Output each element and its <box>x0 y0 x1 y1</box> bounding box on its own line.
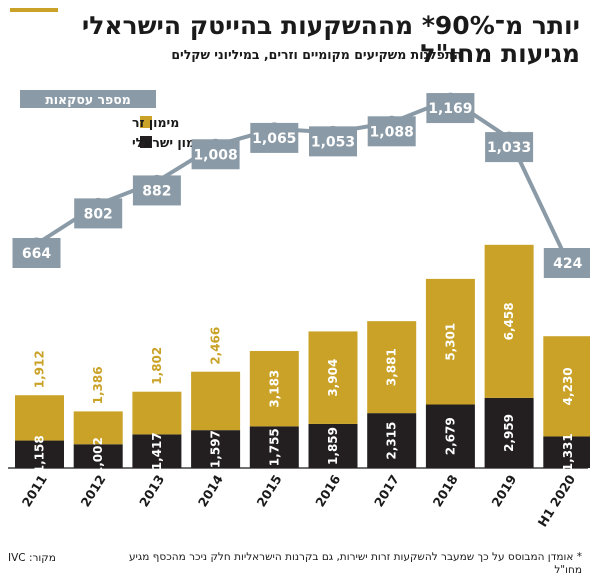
x-tick-2014: 2014 <box>195 472 226 510</box>
x-tick-2012: 2012 <box>77 472 108 509</box>
deals-box-2013 <box>132 175 181 206</box>
label-israeli-H1-2020: 1,331 <box>561 433 575 471</box>
label-foreign-2011: 1,912 <box>33 350 47 388</box>
bar-israeli-H1-2020 <box>543 436 590 468</box>
label-israeli-2018: 2,679 <box>443 417 457 455</box>
chart-title-line1: יותר מ־90%* מההשקעות בהייטק הישראלי <box>81 11 580 40</box>
bar-foreign-2014 <box>191 371 241 431</box>
deals-label-2019: 1,033 <box>487 140 531 156</box>
deals-label-2016: 1,053 <box>311 134 355 150</box>
legend-deals-label: מספר עסקאות <box>45 92 131 107</box>
deals-box-H1-2020 <box>543 248 590 278</box>
deals-box-2016 <box>309 126 357 157</box>
x-tick-2019: 2019 <box>488 472 519 509</box>
label-israeli-2015: 1,755 <box>267 428 281 466</box>
bar-israeli-2018 <box>425 404 475 468</box>
bar-israeli-2014 <box>191 430 241 468</box>
deals-label-2011: 664 <box>22 246 51 262</box>
label-israeli-2011: 1,158 <box>33 435 47 473</box>
bar-foreign-H1-2020 <box>543 336 590 437</box>
label-israeli-2014: 1,597 <box>209 430 223 468</box>
deals-label-H1-2020: 424 <box>553 256 582 272</box>
deals-label-2015: 1,065 <box>252 131 296 147</box>
deals-label-2014: 1,008 <box>193 147 237 163</box>
label-foreign-2012: 1,386 <box>91 366 105 404</box>
title-accent-bar <box>10 8 58 12</box>
label-foreign-2013: 1,802 <box>150 347 164 385</box>
legend-foreign-swatch <box>140 116 152 128</box>
bar-israeli-2012 <box>73 444 123 468</box>
legend-israeli-swatch <box>140 136 152 148</box>
legend-israeli-label: מימון ישראלי <box>132 135 208 150</box>
label-israeli-2013: 1,417 <box>150 432 164 470</box>
chart-subtitle: התפלגות משקיעים מקומיים וזרים, במיליוני … <box>171 47 462 62</box>
deals-line <box>35 97 570 263</box>
deals-label-2013: 882 <box>142 183 171 199</box>
chart-title-line2: מגיעות מחו"ל <box>420 39 580 68</box>
bar-israeli-2011 <box>15 440 64 468</box>
x-tick-2015: 2015 <box>254 472 285 509</box>
x-tick-2016: 2016 <box>312 472 343 510</box>
bar-foreign-2013 <box>132 391 182 435</box>
x-tick-2017: 2017 <box>371 472 402 509</box>
deals-box-2018 <box>426 93 475 124</box>
source-credit: מקור: IVC <box>8 552 56 564</box>
bar-israeli-2019 <box>484 397 534 468</box>
bar-foreign-2012 <box>73 411 123 445</box>
label-israeli-2019: 2,959 <box>502 414 516 452</box>
footnote: * אומדן המבוסס על כך שמעבר להשקעות זרות … <box>128 551 582 576</box>
label-foreign-2015: 3,183 <box>267 370 281 408</box>
deals-line-layer: 664 802 882 1,008 1,065 1,053 1,088 1,169 1,033 4… <box>12 92 590 278</box>
deals-box-2011 <box>12 238 61 268</box>
deals-label-2018: 1,169 <box>428 101 472 117</box>
label-israeli-2012: 1,002 <box>91 437 105 475</box>
deals-label-2012: 802 <box>84 206 113 222</box>
bars-layer: 1,158 1,912 1,002 1,386 1,417 1,802 1,597 2,466… <box>15 244 590 475</box>
bar-israeli-2016 <box>308 423 358 468</box>
deals-box-2019 <box>485 132 534 163</box>
bar-israeli-2017 <box>367 413 417 468</box>
label-foreign-2017: 3,881 <box>385 348 399 386</box>
legend-deals-box <box>20 90 156 108</box>
deals-box-2015 <box>250 122 299 153</box>
x-tick-2018: 2018 <box>430 472 461 509</box>
bar-foreign-2016 <box>308 331 358 424</box>
bar-foreign-2015 <box>249 350 299 427</box>
bar-foreign-2019 <box>484 244 534 398</box>
label-foreign-2016: 3,904 <box>326 359 340 397</box>
label-foreign-H1-2020: 4,230 <box>561 367 575 405</box>
x-tick-2011: 2011 <box>19 472 50 509</box>
label-israeli-2016: 1,859 <box>326 427 340 465</box>
deals-box-2012 <box>74 198 123 229</box>
deals-label-2017: 1,088 <box>370 124 414 140</box>
bar-foreign-2017 <box>367 321 417 414</box>
legend-foreign-label: מימון זר <box>132 115 179 130</box>
deals-box-2017 <box>367 116 416 147</box>
chart-legend: מספר עסקאות מימון זר מימון ישראלי <box>20 90 208 150</box>
x-tick-labels: 2011 2012 2013 2014 2015 2016 2017 2018 2019 H1 2… <box>19 472 579 530</box>
label-foreign-2018: 5,301 <box>443 323 457 361</box>
x-tick-H1-2020: H1 2020 <box>535 472 579 530</box>
label-israeli-2017: 2,315 <box>385 422 399 460</box>
bar-foreign-2018 <box>425 278 475 405</box>
bar-foreign-2011 <box>15 395 64 441</box>
bar-israeli-2013 <box>132 434 182 468</box>
label-foreign-2019: 6,458 <box>502 302 516 340</box>
bar-israeli-2015 <box>249 426 299 468</box>
x-tick-2013: 2013 <box>136 472 167 509</box>
deals-box-2014 <box>191 139 240 170</box>
label-foreign-2014: 2,466 <box>209 327 223 365</box>
